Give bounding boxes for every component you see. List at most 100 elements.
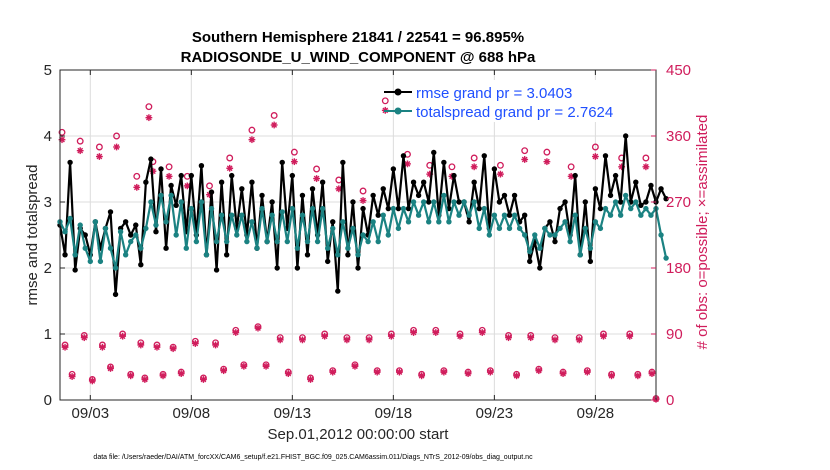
x-axis-label: Sep.01,2012 00:00:00 start bbox=[268, 426, 450, 443]
series-point-rmse bbox=[138, 262, 144, 268]
series-point-rmse bbox=[471, 179, 477, 185]
series-point-rmse bbox=[279, 159, 285, 166]
obs-possible-point bbox=[313, 165, 321, 173]
y-tick-label: 5 bbox=[44, 62, 52, 79]
series-point-totalspread bbox=[77, 222, 83, 228]
series-point-rmse bbox=[617, 199, 624, 205]
obs-assimilated-point bbox=[248, 136, 256, 144]
series-point-rmse bbox=[249, 179, 255, 185]
series-point-totalspread bbox=[466, 212, 472, 218]
obs-assimilated-point bbox=[159, 372, 167, 380]
series-point-rmse bbox=[259, 192, 265, 199]
series-point-rmse bbox=[355, 265, 361, 271]
series-point-totalspread bbox=[234, 232, 240, 238]
obs-assimilated-point bbox=[254, 324, 262, 332]
series-point-totalspread bbox=[183, 245, 189, 251]
obs-assimilated-point bbox=[113, 143, 120, 151]
series-point-totalspread bbox=[592, 219, 599, 225]
series-point-totalspread bbox=[365, 238, 371, 245]
obs-assimilated-point bbox=[373, 368, 381, 376]
obs-possible-point bbox=[76, 137, 84, 145]
series-point-totalspread bbox=[385, 232, 392, 238]
obs-assimilated-point bbox=[559, 370, 567, 377]
obs-assimilated-point bbox=[68, 373, 76, 380]
series-point-rmse bbox=[319, 179, 326, 185]
obs-assimilated-point bbox=[505, 334, 512, 342]
series-point-totalspread bbox=[87, 258, 94, 265]
series-point-rmse bbox=[390, 166, 397, 172]
series-point-rmse bbox=[324, 258, 331, 265]
y-right-tick-label: 270 bbox=[666, 194, 691, 211]
obs-assimilated-point bbox=[418, 372, 426, 380]
obs-assimilated-point bbox=[535, 367, 543, 375]
series-point-totalspread bbox=[658, 232, 664, 238]
plot-frame bbox=[59, 69, 657, 401]
series-point-totalspread bbox=[229, 212, 235, 218]
series-point-totalspread bbox=[491, 212, 498, 218]
series-point-totalspread bbox=[663, 255, 669, 261]
series-point-rmse bbox=[557, 205, 563, 212]
series-point-totalspread bbox=[208, 205, 215, 212]
series-point-rmse bbox=[178, 172, 184, 179]
series-point-rmse bbox=[112, 291, 119, 298]
obs-possible-point bbox=[290, 148, 298, 156]
series-point-rmse bbox=[330, 219, 336, 225]
series-point-rmse bbox=[587, 258, 594, 265]
obs-assimilated-point bbox=[270, 121, 278, 129]
obs-possible-point bbox=[206, 182, 213, 190]
obs-possible-point bbox=[58, 128, 66, 136]
series-point-totalspread bbox=[375, 238, 381, 245]
series-point-totalspread bbox=[441, 192, 447, 199]
series-point-rmse bbox=[501, 192, 508, 199]
series-point-totalspread bbox=[587, 245, 594, 251]
series-point-rmse bbox=[547, 219, 553, 225]
series-point-totalspread bbox=[607, 212, 614, 218]
series-point-totalspread bbox=[415, 212, 422, 218]
series-point-rmse bbox=[82, 232, 88, 238]
series-point-rmse bbox=[572, 172, 578, 179]
series-point-totalspread bbox=[456, 212, 462, 218]
series-point-totalspread bbox=[218, 212, 225, 218]
series-point-totalspread bbox=[128, 238, 134, 245]
obs-assimilated-point bbox=[119, 332, 127, 340]
obs-assimilated-point bbox=[329, 368, 337, 376]
obs-assimilated-point bbox=[313, 175, 320, 182]
y-right-tick-label: 0 bbox=[666, 392, 674, 409]
obs-assimilated-point bbox=[543, 158, 551, 166]
series-point-rmse bbox=[633, 179, 639, 185]
series-point-totalspread bbox=[173, 232, 179, 238]
series-point-rmse bbox=[239, 186, 245, 192]
series-point-rmse bbox=[380, 186, 386, 192]
obs-assimilated-point bbox=[608, 372, 615, 380]
series-point-rmse bbox=[309, 186, 316, 192]
obs-possible-point bbox=[270, 112, 278, 119]
series-point-totalspread bbox=[582, 225, 588, 232]
series-point-totalspread bbox=[557, 225, 563, 232]
series-point-totalspread bbox=[102, 225, 109, 232]
series-point-totalspread bbox=[107, 245, 114, 251]
series-point-rmse bbox=[72, 267, 78, 273]
obs-assimilated-point bbox=[232, 329, 240, 336]
series-point-rmse bbox=[597, 205, 604, 212]
series-point-totalspread bbox=[198, 199, 205, 205]
obs-possible-point bbox=[226, 154, 234, 162]
obs-assimilated-point bbox=[200, 376, 207, 383]
series-point-totalspread bbox=[471, 199, 477, 205]
series-point-rmse bbox=[506, 212, 513, 218]
obs-assimilated-point bbox=[177, 370, 185, 377]
y-tick-label: 2 bbox=[44, 260, 52, 277]
x-tick-label: 09/08 bbox=[173, 405, 211, 422]
series-point-totalspread bbox=[496, 225, 503, 232]
obs-assimilated-point bbox=[284, 370, 292, 377]
x-tick-label: 09/28 bbox=[577, 405, 615, 422]
obs-possible-point bbox=[642, 154, 650, 162]
series-point-totalspread bbox=[486, 232, 493, 238]
series-point-totalspread bbox=[400, 205, 407, 212]
series-point-totalspread bbox=[239, 212, 245, 218]
series-point-rmse bbox=[198, 163, 205, 169]
obs-assimilated-point bbox=[153, 343, 161, 351]
obs-assimilated-point bbox=[290, 158, 298, 166]
series-point-totalspread bbox=[420, 199, 427, 205]
series-point-totalspread bbox=[279, 209, 285, 215]
